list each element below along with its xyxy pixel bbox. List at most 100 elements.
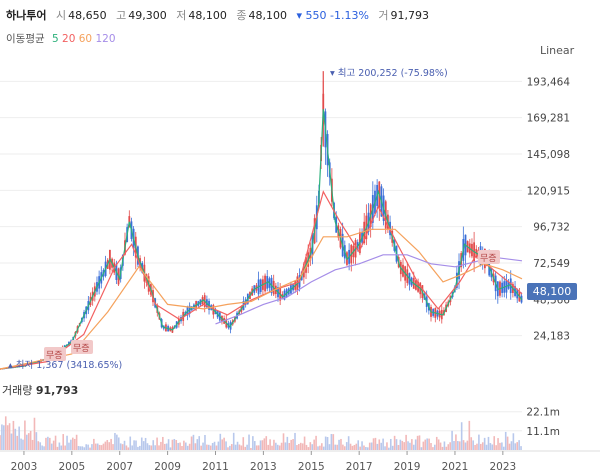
ma-60-line xyxy=(0,228,523,370)
volume-bar xyxy=(60,445,63,450)
volume-bar xyxy=(512,433,515,450)
volume-bar xyxy=(483,437,486,450)
x-tick-label: 2005 xyxy=(58,461,85,473)
volume-bar xyxy=(127,447,130,450)
volume-bar xyxy=(275,442,277,450)
stock-name: 하나투어 xyxy=(6,9,47,22)
volume-bar xyxy=(188,443,191,450)
volume-bar xyxy=(163,443,166,450)
volume-bar xyxy=(298,443,300,450)
volume-bar xyxy=(476,443,478,450)
volume-bar xyxy=(378,439,381,450)
badge-3: 무증 xyxy=(478,250,500,264)
scale-toggle-button[interactable]: Linear xyxy=(540,44,575,57)
volume-bar xyxy=(177,442,179,450)
volume-bar xyxy=(20,438,22,450)
y-tick-label: 169,281 xyxy=(527,113,570,125)
badge-3-label: 무증 xyxy=(480,253,497,264)
volume-label: 거 xyxy=(378,9,389,22)
volume-bar xyxy=(363,445,365,450)
volume-bar xyxy=(351,445,354,450)
volume-bar xyxy=(411,439,413,450)
volume-bar xyxy=(94,443,97,450)
volume-bar xyxy=(365,447,367,450)
x-tick-label: 2021 xyxy=(442,461,469,473)
volume-bar xyxy=(265,436,268,450)
volume-bar xyxy=(391,445,394,450)
volume-bar xyxy=(252,436,254,450)
price-chart[interactable]: 24,18348,36672,54996,732120,915145,09816… xyxy=(0,0,600,380)
volume-bar xyxy=(33,417,36,450)
volume-bar xyxy=(79,446,82,450)
volume-bar xyxy=(478,434,480,450)
volume-bar xyxy=(1,424,3,450)
volume-bar xyxy=(202,442,204,450)
volume-bar xyxy=(376,443,379,450)
volume-bar xyxy=(219,433,222,450)
volume-tick-label: 22.1m xyxy=(526,407,560,419)
volume-bar xyxy=(353,444,356,450)
current-price-tag: 48,100 xyxy=(527,283,577,300)
volume-bar xyxy=(29,430,32,450)
volume-bar xyxy=(340,438,342,450)
badge-2: 무증 xyxy=(71,340,93,354)
candlesticks xyxy=(0,71,523,370)
volume-bar xyxy=(190,436,193,450)
ma-20-line xyxy=(0,190,523,370)
volume-bar xyxy=(133,440,135,450)
volume-bar xyxy=(119,443,122,450)
volume-bar xyxy=(211,442,214,450)
volume-bar xyxy=(248,434,250,450)
x-tick-label: 2017 xyxy=(346,461,373,473)
volume-bar xyxy=(116,434,118,450)
volume-bar xyxy=(499,442,501,450)
x-tick-label: 2013 xyxy=(250,461,277,473)
volume-bar xyxy=(520,446,522,450)
volume-bar xyxy=(313,439,315,450)
volume-bar xyxy=(196,439,199,450)
volume-bar xyxy=(31,439,34,450)
volume-bar xyxy=(236,441,239,450)
volume-bar xyxy=(240,445,243,450)
volume-bar xyxy=(87,444,89,450)
y-tick-label: 145,098 xyxy=(527,149,570,161)
volume-bar xyxy=(487,436,490,450)
volume-bar xyxy=(64,445,66,450)
volume-bar xyxy=(296,445,298,450)
volume-bar xyxy=(142,441,145,450)
volume-bar xyxy=(311,444,314,450)
volume-bar xyxy=(175,439,178,450)
volume-bar xyxy=(305,444,308,450)
volume-bar xyxy=(208,444,210,450)
volume-bar xyxy=(62,434,65,450)
quote-header: 하나투어 시 48,650 고 49,300 저 48,100 종 48,100 ▾ 5… xyxy=(6,7,435,23)
volume-bar xyxy=(89,447,91,450)
volume-bar xyxy=(445,446,448,450)
volume-bar xyxy=(386,442,388,450)
volume-bar xyxy=(514,443,517,450)
volume-bar xyxy=(150,445,153,450)
volume-bar xyxy=(3,425,5,450)
volume-bar xyxy=(206,444,208,450)
volume-bar xyxy=(357,440,360,450)
volume-bar xyxy=(83,447,86,450)
volume-bar xyxy=(85,444,88,450)
high-label: 고 xyxy=(116,9,127,22)
ma-5-line xyxy=(0,109,523,370)
volume-bar xyxy=(186,445,189,450)
volume-bar xyxy=(4,416,7,450)
price-axis: 24,18348,36672,54996,732120,915145,09816… xyxy=(527,76,571,342)
volume-bar xyxy=(294,432,296,450)
volume-bar xyxy=(501,442,503,450)
volume-bar xyxy=(123,440,126,450)
volume-bar xyxy=(135,440,137,450)
moving-average-legend[interactable]: 이동평균 5 20 60 120 xyxy=(6,31,116,46)
volume-bar xyxy=(171,439,174,450)
volume-bar xyxy=(516,442,519,450)
volume-bar xyxy=(35,432,38,450)
volume-bar xyxy=(131,445,133,450)
volume-bar xyxy=(460,422,463,450)
volume-bar xyxy=(395,439,398,450)
volume-bar xyxy=(334,444,337,450)
